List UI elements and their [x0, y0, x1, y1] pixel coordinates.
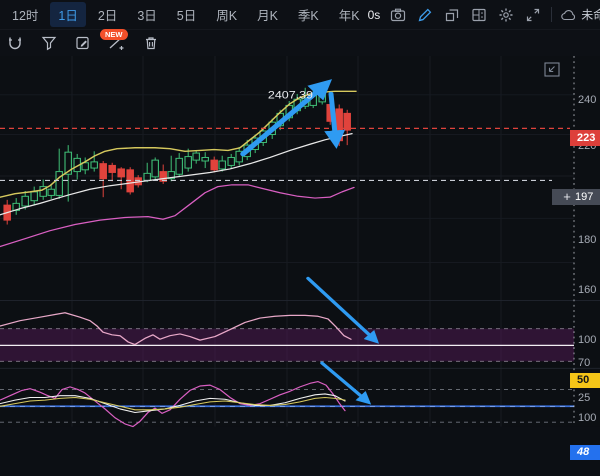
doc-name[interactable]: 未命名: [561, 6, 600, 23]
axis-label: 100: [578, 334, 596, 346]
axis-label: 25: [578, 392, 590, 404]
new-window-icon[interactable]: [443, 6, 461, 24]
timeframe-2日[interactable]: 2日: [90, 2, 125, 27]
timeframe-12时[interactable]: 12时: [4, 2, 46, 27]
pencil-icon[interactable]: [416, 6, 434, 24]
timeframe-年K[interactable]: 年K: [331, 2, 368, 27]
timeframe-周K[interactable]: 周K: [208, 2, 245, 27]
doc-name-label: 未命名: [581, 6, 600, 23]
timeframe-月K[interactable]: 月K: [249, 2, 286, 27]
timeframe-1日[interactable]: 1日: [50, 2, 85, 27]
crosshair-price: 197: [575, 189, 593, 205]
crosshair-badge: + 197: [552, 189, 600, 205]
layout-icon[interactable]: [470, 6, 488, 24]
axis-label: 180: [578, 234, 596, 246]
timeframe-季K[interactable]: 季K: [290, 2, 327, 27]
timeframe-5日[interactable]: 5日: [169, 2, 204, 27]
timeframe-3日[interactable]: 3日: [129, 2, 164, 27]
axis-label: 240: [578, 94, 596, 106]
timeframe-group: 12时1日2日3日5日周K月K季K年K: [0, 2, 368, 27]
chart-area[interactable]: 2407.39 2402201801601007025100 223 + 197…: [0, 56, 600, 476]
magnet-icon[interactable]: [5, 33, 25, 53]
kdj-value-badge: 48: [570, 445, 600, 460]
price-annotation[interactable]: 2407.39: [268, 89, 313, 101]
fullscreen-icon[interactable]: [524, 6, 542, 24]
camera-icon[interactable]: [389, 6, 407, 24]
toolbar-right-group: 0s 未命名 K线分析: [368, 1, 600, 28]
restore-panel-icon[interactable]: [544, 62, 560, 82]
chart-canvas[interactable]: 2407.39: [0, 56, 600, 476]
drawing-toolbar: [0, 30, 600, 56]
cloud-icon: [561, 9, 577, 21]
trash-icon[interactable]: [141, 33, 161, 53]
replay-time: 0s: [368, 8, 381, 22]
funnel-icon[interactable]: [39, 33, 59, 53]
last-price-badge: 223: [570, 130, 600, 146]
toolbar-divider: [551, 7, 552, 22]
axis-label: 160: [578, 284, 596, 296]
axis-label: 100: [578, 412, 596, 424]
top-toolbar: 12时1日2日3日5日周K月K季K年K 0s 未命名 K线分析: [0, 0, 600, 30]
add-alert-plus-button[interactable]: +: [559, 189, 575, 205]
new-badge: NEW: [100, 29, 128, 40]
edit-icon[interactable]: [73, 33, 93, 53]
rsi-value-badge: 50: [570, 373, 600, 388]
axis-label: 70: [578, 357, 590, 369]
gear-icon[interactable]: [497, 6, 515, 24]
